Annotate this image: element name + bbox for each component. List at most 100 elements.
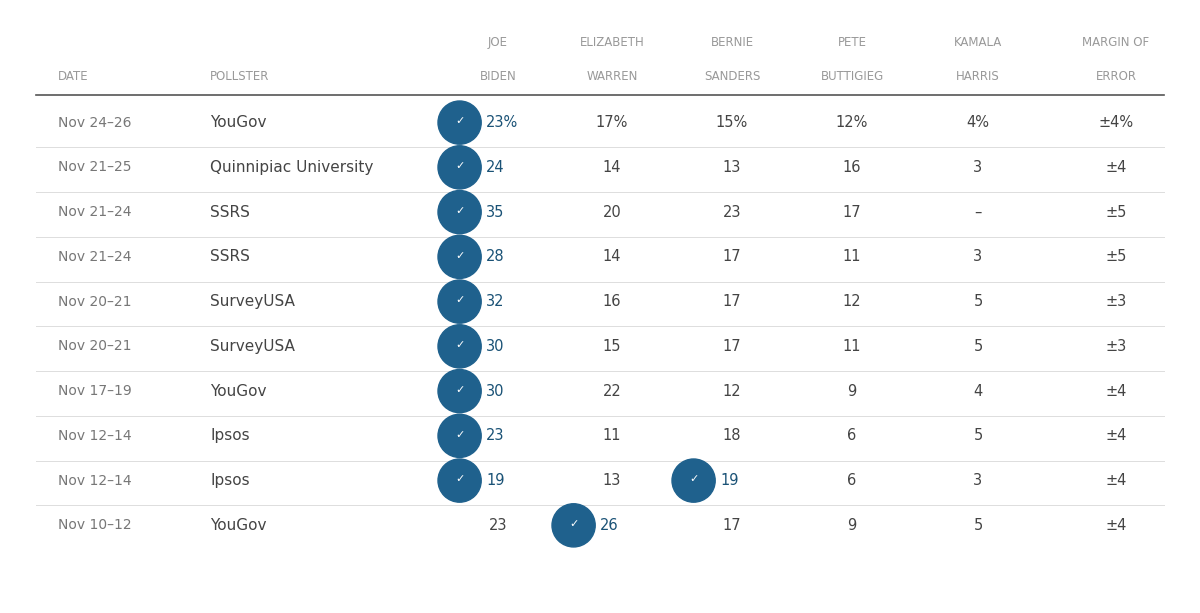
Text: KAMALA: KAMALA	[954, 36, 1002, 50]
Text: Quinnipiac University: Quinnipiac University	[210, 160, 373, 175]
Text: 17%: 17%	[596, 115, 628, 130]
Text: Nov 17–19: Nov 17–19	[58, 384, 131, 398]
Text: JOE: JOE	[488, 36, 508, 50]
Text: ELIZABETH: ELIZABETH	[580, 36, 644, 50]
Text: 23%: 23%	[486, 115, 518, 130]
Ellipse shape	[438, 235, 481, 278]
Text: ±4%: ±4%	[1098, 115, 1134, 130]
Text: Ipsos: Ipsos	[210, 428, 250, 443]
Text: PETE: PETE	[838, 36, 866, 50]
Text: DATE: DATE	[58, 70, 89, 83]
Text: Nov 12–14: Nov 12–14	[58, 429, 131, 443]
Text: 15: 15	[602, 339, 622, 354]
Text: 17: 17	[722, 339, 742, 354]
Text: SSRS: SSRS	[210, 205, 250, 219]
Text: 22: 22	[602, 384, 622, 398]
Ellipse shape	[438, 101, 481, 144]
Ellipse shape	[438, 280, 481, 323]
Text: 15%: 15%	[716, 115, 748, 130]
Text: ✓: ✓	[455, 340, 464, 350]
Text: 12: 12	[722, 384, 742, 398]
Text: 13: 13	[602, 473, 622, 488]
Text: ✓: ✓	[455, 295, 464, 305]
Text: ERROR: ERROR	[1096, 70, 1136, 83]
Text: ±4: ±4	[1105, 160, 1127, 175]
Text: 9: 9	[847, 384, 857, 398]
Text: 28: 28	[486, 249, 505, 264]
Text: Nov 21–25: Nov 21–25	[58, 161, 131, 174]
Text: 17: 17	[722, 294, 742, 309]
Text: 5: 5	[973, 518, 983, 533]
Text: ✓: ✓	[455, 430, 464, 440]
Text: 11: 11	[602, 428, 622, 443]
Text: 35: 35	[486, 205, 504, 219]
Text: ±4: ±4	[1105, 428, 1127, 443]
Text: 17: 17	[722, 518, 742, 533]
Text: Nov 24–26: Nov 24–26	[58, 116, 131, 129]
Text: ✓: ✓	[455, 116, 464, 126]
Text: 11: 11	[842, 339, 862, 354]
Text: 11: 11	[842, 249, 862, 264]
Text: 26: 26	[600, 518, 619, 533]
Text: ✓: ✓	[455, 474, 464, 484]
Ellipse shape	[438, 414, 481, 457]
Text: 23: 23	[488, 518, 508, 533]
Text: Nov 21–24: Nov 21–24	[58, 205, 131, 219]
Text: YouGov: YouGov	[210, 384, 266, 398]
Text: ✓: ✓	[455, 385, 464, 395]
Text: 6: 6	[847, 473, 857, 488]
Text: 16: 16	[842, 160, 862, 175]
Text: –: –	[974, 205, 982, 219]
Text: 24: 24	[486, 160, 505, 175]
Text: BIDEN: BIDEN	[480, 70, 516, 83]
Text: 19: 19	[720, 473, 738, 488]
Text: 3: 3	[973, 160, 983, 175]
Text: Nov 10–12: Nov 10–12	[58, 519, 131, 532]
Text: 12%: 12%	[836, 115, 868, 130]
Text: 23: 23	[486, 428, 504, 443]
Text: ✓: ✓	[455, 251, 464, 261]
Text: 3: 3	[973, 249, 983, 264]
Text: 32: 32	[486, 294, 504, 309]
Text: 9: 9	[847, 518, 857, 533]
Text: ±4: ±4	[1105, 473, 1127, 488]
Text: YouGov: YouGov	[210, 518, 266, 533]
Text: 5: 5	[973, 294, 983, 309]
Text: Nov 21–24: Nov 21–24	[58, 250, 131, 264]
Text: ±5: ±5	[1105, 249, 1127, 264]
Text: 16: 16	[602, 294, 622, 309]
Text: 19: 19	[486, 473, 504, 488]
Text: MARGIN OF: MARGIN OF	[1082, 36, 1150, 50]
Text: Nov 20–21: Nov 20–21	[58, 340, 131, 353]
Text: 3: 3	[973, 473, 983, 488]
Text: ±4: ±4	[1105, 384, 1127, 398]
Ellipse shape	[438, 146, 481, 189]
Text: 30: 30	[486, 339, 504, 354]
Text: SANDERS: SANDERS	[704, 70, 760, 83]
Text: 23: 23	[722, 205, 742, 219]
Text: 18: 18	[722, 428, 742, 443]
Text: YouGov: YouGov	[210, 115, 266, 130]
Text: Nov 20–21: Nov 20–21	[58, 295, 131, 308]
Text: 13: 13	[722, 160, 742, 175]
Text: 20: 20	[602, 205, 622, 219]
Text: ±5: ±5	[1105, 205, 1127, 219]
Text: ✓: ✓	[455, 161, 464, 171]
Text: 17: 17	[722, 249, 742, 264]
Text: 4%: 4%	[966, 115, 990, 130]
Text: 30: 30	[486, 384, 504, 398]
Text: HARRIS: HARRIS	[956, 70, 1000, 83]
Text: ✓: ✓	[689, 474, 698, 484]
Text: 6: 6	[847, 428, 857, 443]
Ellipse shape	[438, 191, 481, 234]
Ellipse shape	[672, 459, 715, 502]
Text: 5: 5	[973, 339, 983, 354]
Text: 4: 4	[973, 384, 983, 398]
Text: ±4: ±4	[1105, 518, 1127, 533]
Text: ±3: ±3	[1105, 339, 1127, 354]
Text: 12: 12	[842, 294, 862, 309]
Text: Ipsos: Ipsos	[210, 473, 250, 488]
Text: Nov 12–14: Nov 12–14	[58, 474, 131, 487]
Text: BUTTIGIEG: BUTTIGIEG	[821, 70, 883, 83]
Text: WARREN: WARREN	[587, 70, 637, 83]
